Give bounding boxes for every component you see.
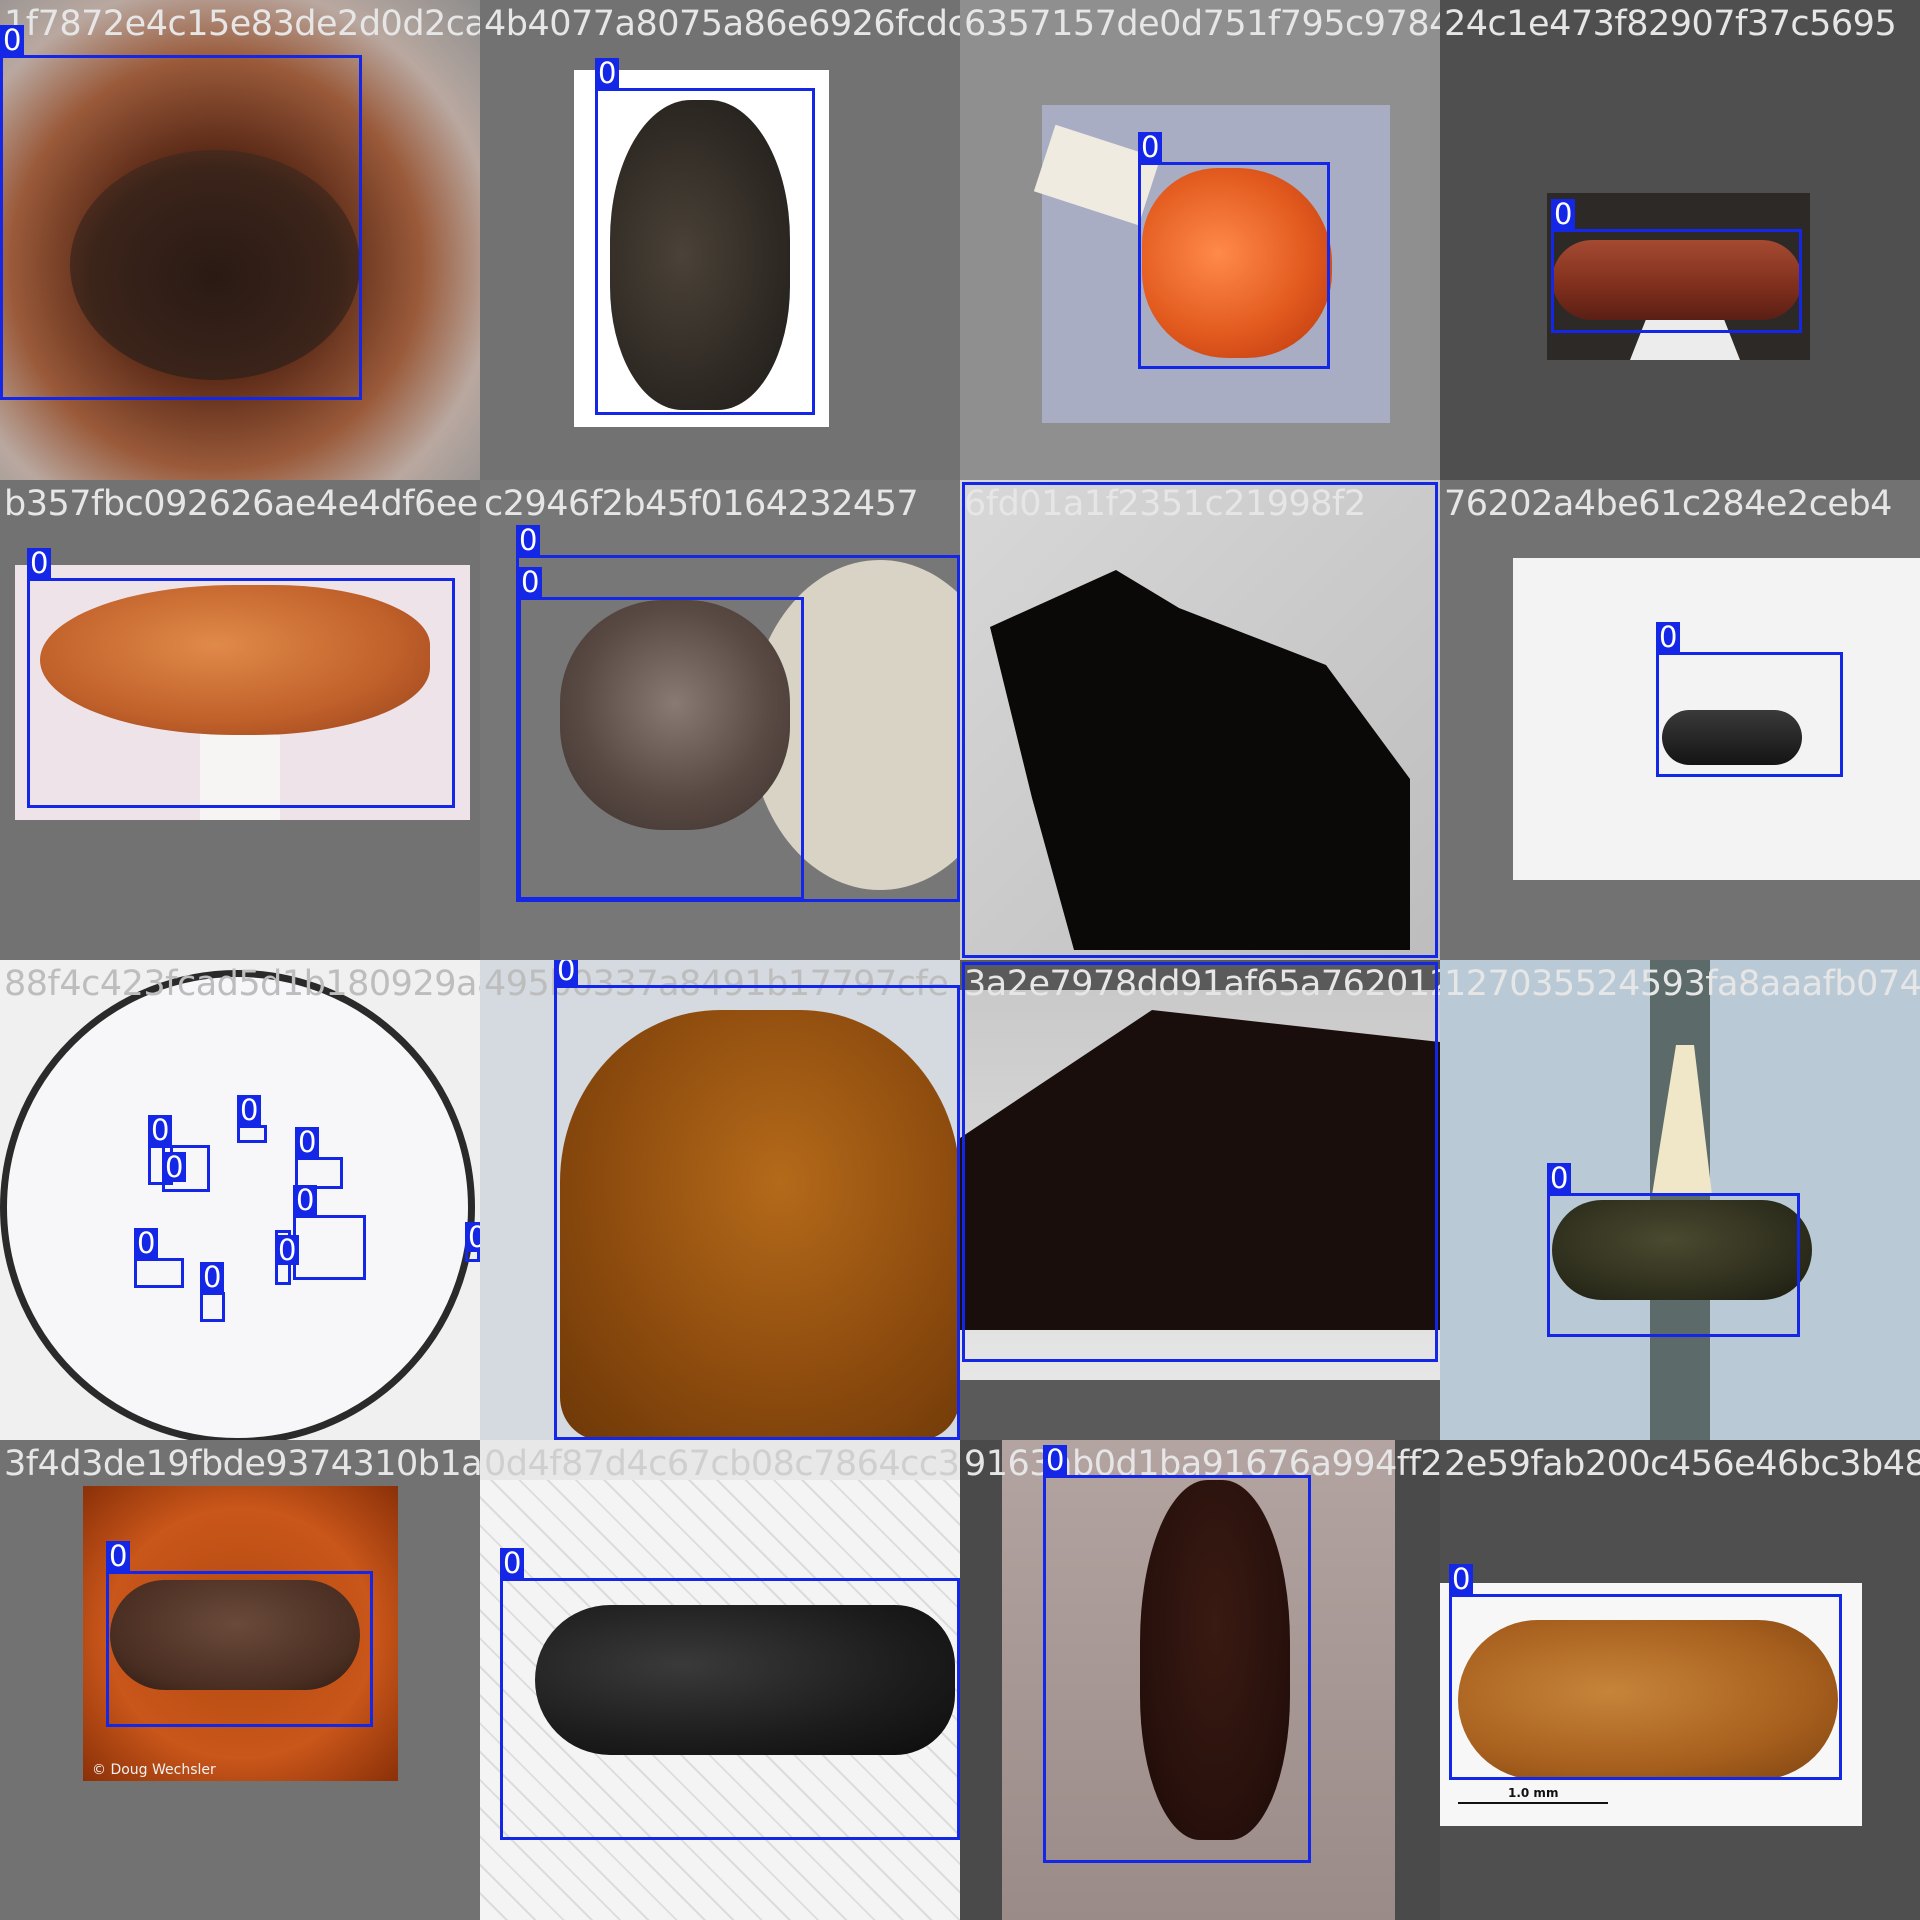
class-tag: 0 <box>200 1262 225 1292</box>
bounding-box <box>500 1578 960 1840</box>
beetle-photo <box>1552 1200 1812 1300</box>
bounding-box <box>516 555 960 902</box>
class-tag: 0 <box>1043 1445 1068 1475</box>
tile-0: 1f7872e4c15e83de2d0d2ca 0 <box>0 0 480 480</box>
beetle-photo <box>535 1605 955 1755</box>
bounding-box <box>1449 1594 1842 1780</box>
photo-credit: © Doug Wechsler <box>92 1762 216 1778</box>
bounding-box <box>1547 1193 1800 1337</box>
bounding-box <box>962 482 1438 958</box>
tile-10: 3a2e7978dd91af65a762012 <box>960 960 1440 1440</box>
image-filename-label: 88f4c423fcad5d1b180929a8 <box>4 964 480 1004</box>
tile-8: 88f4c423fcad5d1b180929a8 0 0 0 0 0 0 0 0… <box>0 960 480 1440</box>
tile-11: 127035524593fa8aaafb074b 0 <box>1440 960 1920 1440</box>
tile-13: 0d4f87d4c67cb08c7864cc32 0 <box>480 1440 960 1920</box>
class-tag: 0 <box>1547 1163 1572 1193</box>
image-filename-label: 6357157de0d751f795c9784 <box>964 4 1440 44</box>
bounding-box <box>518 597 804 900</box>
class-tag: 0 <box>293 1185 318 1215</box>
class-tag: 0 <box>1551 199 1576 229</box>
image-filename-label: b357fbc092626ae4e4df6eeb <box>4 484 480 524</box>
beetle-photo <box>1458 1620 1838 1780</box>
bounding-box <box>554 985 960 1440</box>
image-filename-label: 1f7872e4c15e83de2d0d2ca <box>4 4 480 44</box>
beetle-photo <box>1140 1480 1290 1840</box>
tile-3: 24c1e473f82907f37c5695 0 <box>1440 0 1920 480</box>
image-filename-label: c2946f2b45f0164232457 <box>484 484 919 524</box>
class-tag: 0 <box>106 1541 131 1571</box>
class-tag: 0 <box>1449 1564 1474 1594</box>
tile-7: 76202a4be61c284e2ceb4 0 <box>1440 480 1920 960</box>
tile-15: 2e59fab200c456e46bc3b48 0 1.0 mm <box>1440 1440 1920 1920</box>
beetle-photo <box>1662 710 1802 765</box>
image-filename-label: 2e59fab200c456e46bc3b48 <box>1444 1444 1920 1484</box>
bounding-box <box>1551 229 1802 333</box>
beetle-photo <box>560 1010 960 1440</box>
bounding-box <box>0 55 362 400</box>
class-tag: 0 <box>554 960 579 985</box>
bounding-box <box>200 1292 225 1322</box>
bounding-box <box>106 1571 373 1727</box>
beetle-photo <box>1630 318 1740 360</box>
bounding-box <box>27 578 455 808</box>
class-tag: 0 <box>295 1127 320 1157</box>
tile-6: 6fd01a1f2351c21998f2 0 <box>960 480 1440 960</box>
beetle-photo <box>110 1580 360 1690</box>
beetle-photo <box>1142 168 1332 358</box>
class-tag: 0 <box>275 1235 300 1265</box>
class-tag: 0 <box>595 58 620 88</box>
bounding-box <box>134 1258 184 1288</box>
tile-12: 3f4d3de19fbde9374310b1af 0 © Doug Wechsl… <box>0 1440 480 1920</box>
bounding-box <box>1043 1475 1311 1863</box>
class-tag: 0 <box>27 548 52 578</box>
image-filename-label: 3a2e7978dd91af65a762012 <box>964 964 1440 1004</box>
beetle-photo <box>1552 240 1802 320</box>
class-tag: 0 <box>162 1152 187 1182</box>
scale-bar <box>1458 1802 1608 1804</box>
beetle-photo <box>40 585 430 735</box>
class-tag: 0 <box>148 1115 173 1145</box>
image-filename-label: 6fd01a1f2351c21998f2 <box>964 484 1366 524</box>
class-tag: 0 <box>518 567 543 597</box>
class-tag: 0 <box>134 1228 159 1258</box>
tile-5: c2946f2b45f0164232457 0 0 <box>480 480 960 960</box>
class-tag: 0 <box>237 1095 262 1125</box>
beetle-photo <box>610 100 790 410</box>
image-filename-label: 4b4077a8075a86e6926fcdc <box>484 4 960 44</box>
bounding-box <box>595 88 815 415</box>
bounding-box <box>237 1125 267 1143</box>
image-filename-label: 76202a4be61c284e2ceb4 <box>1444 484 1892 524</box>
class-tag: 0 <box>465 1222 480 1252</box>
image-filename-label: 127035524593fa8aaafb074b <box>1444 964 1920 1004</box>
class-tag: 0 <box>1656 622 1681 652</box>
bounding-box <box>1656 652 1843 777</box>
beetle-photo <box>560 600 790 830</box>
tile-9: 495b0337a8491b17797cfe 0 <box>480 960 960 1440</box>
image-filename-label: 24c1e473f82907f37c5695 <box>1444 4 1897 44</box>
beetle-photo <box>0 970 475 1440</box>
bounding-box <box>1138 162 1330 369</box>
bounding-box <box>293 1215 366 1280</box>
tile-4: b357fbc092626ae4e4df6eeb 0 <box>0 480 480 960</box>
scale-label: 1.0 mm <box>1508 1786 1559 1800</box>
bounding-box <box>962 962 1438 1362</box>
image-filename-label: 3f4d3de19fbde9374310b1af <box>4 1444 480 1484</box>
class-tag: 0 <box>500 1548 525 1578</box>
class-tag: 0 <box>0 25 25 55</box>
tile-14: 9163ab0d1ba91676a994ff2 0 <box>960 1440 1440 1920</box>
beetle-photo <box>70 150 360 380</box>
tile-1: 4b4077a8075a86e6926fcdc 0 <box>480 0 960 480</box>
bounding-box <box>295 1157 343 1189</box>
class-tag: 0 <box>1138 132 1163 162</box>
image-filename-label: 0d4f87d4c67cb08c7864cc32 <box>484 1444 960 1484</box>
class-tag: 0 <box>516 525 541 555</box>
tile-2: 6357157de0d751f795c9784 0 <box>960 0 1440 480</box>
